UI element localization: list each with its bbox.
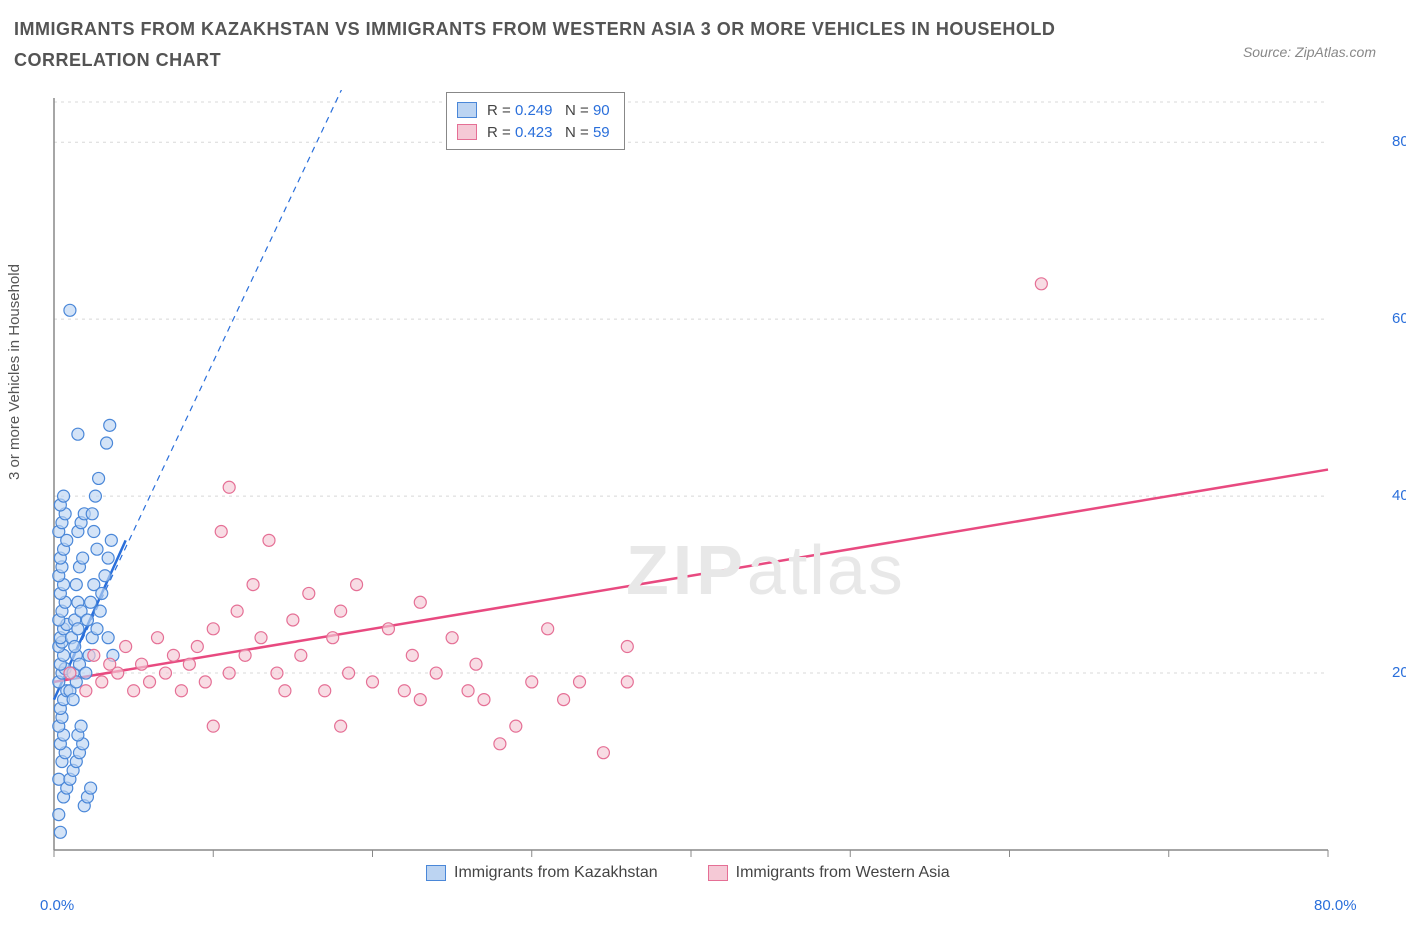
legend-swatch-kaz [426, 865, 446, 881]
y-axis-label: 3 or more Vehicles in Household [6, 264, 23, 480]
y-tick-label: 20.0% [1392, 664, 1406, 681]
legend-swatch-wa [708, 865, 728, 881]
x-tick-label: 80.0% [1314, 897, 1357, 914]
legend-item-kaz: Immigrants from Kazakhstan [426, 864, 658, 882]
stats-row: R = 0.423 N = 59 [457, 121, 610, 143]
y-tick-label: 80.0% [1392, 133, 1406, 150]
stats-row: R = 0.249 N = 90 [457, 99, 610, 121]
stats-text: R = 0.249 N = 90 [487, 102, 610, 119]
stats-swatch [457, 124, 477, 140]
stats-legend-box: R = 0.249 N = 90 R = 0.423 N = 59 [446, 92, 625, 150]
legend-label-wa: Immigrants from Western Asia [736, 864, 950, 882]
stats-text: R = 0.423 N = 59 [487, 124, 610, 141]
x-tick-label: 0.0% [40, 897, 74, 914]
stats-swatch [457, 102, 477, 118]
legend-label-kaz: Immigrants from Kazakhstan [454, 864, 658, 882]
source-attribution: Source: ZipAtlas.com [1243, 44, 1376, 60]
scatter-plot-svg [46, 90, 1386, 890]
chart-title: IMMIGRANTS FROM KAZAKHSTAN VS IMMIGRANTS… [14, 14, 1114, 75]
y-tick-label: 40.0% [1392, 487, 1406, 504]
y-tick-label: 60.0% [1392, 310, 1406, 327]
bottom-legend: Immigrants from Kazakhstan Immigrants fr… [426, 864, 950, 882]
legend-item-wa: Immigrants from Western Asia [708, 864, 950, 882]
plot-area: ZIPatlas R = 0.249 N = 90R = 0.423 N = 5… [46, 90, 1386, 890]
